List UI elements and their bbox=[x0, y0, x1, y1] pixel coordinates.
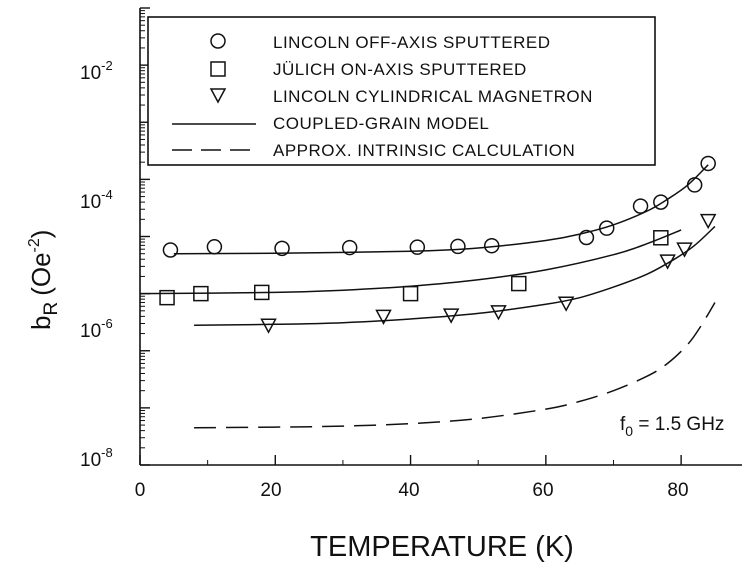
triangle-data-point bbox=[375, 309, 392, 325]
circle-data-point bbox=[162, 242, 179, 258]
triangle-data-point bbox=[557, 296, 575, 312]
legend: LINCOLN OFF-AXIS SPUTTERED JÜLICH ON-AXI… bbox=[147, 16, 656, 166]
legend-label-lincoln-off-axis: LINCOLN OFF-AXIS SPUTTERED bbox=[273, 33, 550, 52]
circle-data-point bbox=[632, 198, 649, 214]
legend-label-intrinsic: APPROX. INTRINSIC CALCULATION bbox=[273, 141, 575, 160]
legend-label-coupled-grain: COUPLED-GRAIN MODEL bbox=[273, 114, 489, 133]
circle-data-point bbox=[483, 237, 500, 254]
circle-data-point bbox=[450, 238, 466, 255]
coupled-grain-curve-3 bbox=[194, 225, 716, 326]
y-tick-labels: 10-2 10-4 10-6 10-8 bbox=[80, 58, 113, 471]
triangle-data-point bbox=[699, 213, 717, 230]
triangle-data-point bbox=[676, 242, 693, 258]
circle-data-point bbox=[686, 177, 703, 193]
y-tick-label-1e-6: 10-6 bbox=[80, 316, 113, 342]
frequency-annotation: f0 = 1.5 GHz bbox=[620, 414, 724, 439]
triangle-data-point bbox=[442, 308, 460, 324]
legend-circle-marker bbox=[210, 33, 226, 49]
legend-triangle-marker bbox=[209, 88, 227, 104]
legend-box bbox=[147, 16, 656, 166]
circle-data-point bbox=[341, 239, 358, 256]
circle-data-point bbox=[653, 194, 669, 210]
legend-square-marker bbox=[210, 61, 226, 77]
x-tick-label-20: 20 bbox=[260, 480, 281, 501]
square-data-point bbox=[653, 230, 669, 246]
x-tick-label-40: 40 bbox=[398, 480, 419, 501]
x-tick-label-60: 60 bbox=[532, 480, 553, 501]
y-axis-label: bR(Oe-2) bbox=[26, 230, 62, 330]
x-axis-label: TEMPERATURE (K) bbox=[310, 531, 574, 563]
coupled-grain-curve-2 bbox=[139, 229, 682, 295]
circle-data-point bbox=[409, 239, 426, 255]
square-data-point bbox=[254, 284, 270, 301]
square-data-point bbox=[193, 285, 209, 302]
legend-label-lincoln-cylindrical: LINCOLN CYLINDRICAL MAGNETRON bbox=[273, 87, 593, 106]
legend-label-julich-on-axis: JÜLICH ON-AXIS SPUTTERED bbox=[273, 60, 527, 79]
y-tick-label-1e-4: 10-4 bbox=[80, 187, 113, 213]
data-markers bbox=[159, 155, 717, 334]
circle-data-point bbox=[700, 155, 716, 172]
triangle-data-point bbox=[659, 254, 676, 270]
circle-data-point bbox=[274, 240, 290, 257]
coupled-grain-curve-1 bbox=[173, 164, 709, 255]
model-curves bbox=[139, 164, 716, 429]
y-tick-label-1e-8: 10-8 bbox=[80, 445, 113, 471]
square-data-point bbox=[159, 289, 175, 306]
y-tick-label-1e-2: 10-2 bbox=[80, 58, 113, 84]
triangle-data-point bbox=[490, 305, 507, 321]
intrinsic-calculation-curve-1 bbox=[194, 302, 716, 429]
x-tick-labels: 0 20 40 60 80 bbox=[135, 480, 689, 501]
square-data-point bbox=[402, 285, 419, 302]
axis-ticks bbox=[139, 7, 682, 466]
square-data-point bbox=[511, 275, 527, 292]
circle-data-point bbox=[578, 229, 595, 246]
x-tick-label-80: 80 bbox=[667, 480, 688, 501]
triangle-data-point bbox=[260, 318, 277, 334]
x-tick-label-0: 0 bbox=[135, 480, 146, 501]
circle-data-point bbox=[206, 239, 223, 255]
circle-data-point bbox=[598, 220, 615, 236]
